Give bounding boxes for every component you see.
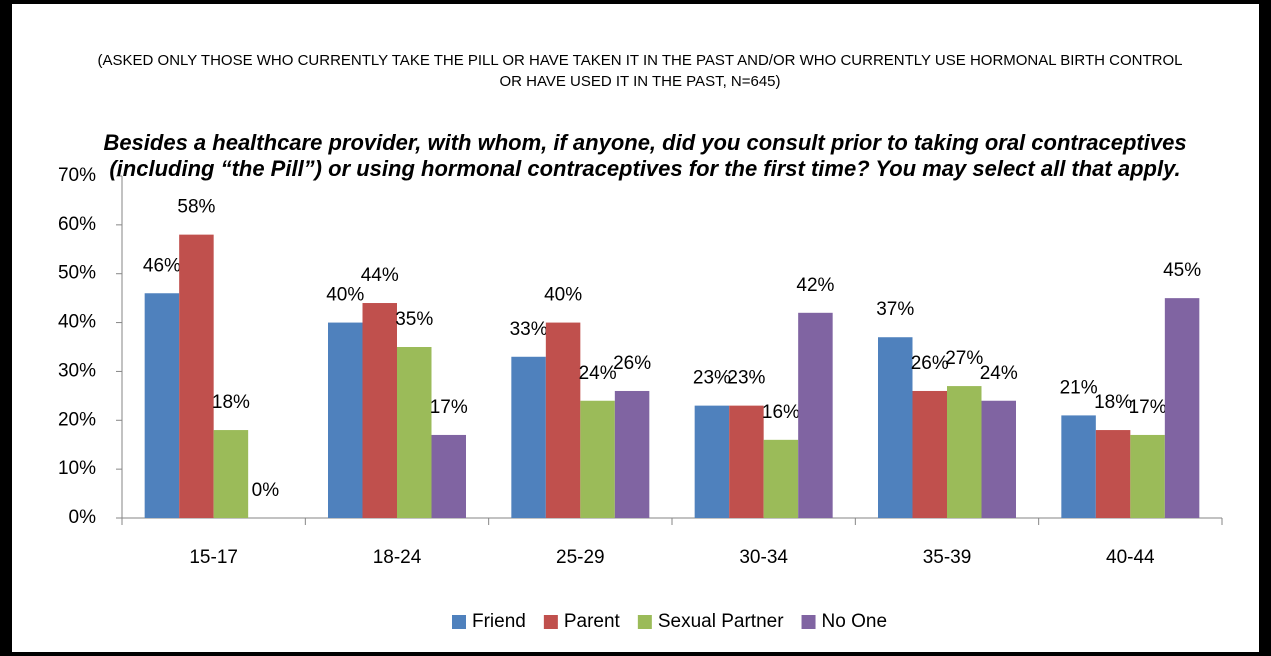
data-label: 16%	[762, 402, 800, 423]
bar	[1061, 415, 1096, 518]
x-tick-label: 35-39	[923, 547, 972, 568]
bar	[580, 400, 615, 518]
y-tick-label: 20%	[58, 409, 96, 430]
x-tick-label: 40-44	[1106, 547, 1155, 568]
data-label: 17%	[430, 397, 468, 418]
chart-subtitle: (ASKED ONLY THOSE WHO CURRENTLY TAKE THE…	[97, 52, 1183, 90]
bar	[1164, 298, 1200, 518]
data-label: 45%	[1163, 260, 1201, 281]
x-tick-label: 18-24	[373, 547, 422, 568]
data-label: 24%	[579, 363, 617, 384]
bar	[213, 430, 249, 518]
y-tick-label: 0%	[69, 507, 97, 528]
bar	[545, 322, 581, 518]
data-label: 23%	[693, 368, 731, 389]
legend-label: Sexual Partner	[658, 611, 784, 632]
bar	[1095, 430, 1131, 518]
legend-swatch	[637, 615, 652, 629]
data-label: 42%	[796, 275, 834, 296]
bar	[144, 293, 180, 518]
legend-label: Friend	[472, 611, 526, 632]
data-label: 40%	[326, 285, 364, 306]
legend-label: No One	[822, 611, 887, 632]
bar	[798, 312, 833, 518]
legend-label: Parent	[564, 611, 621, 632]
bar	[614, 390, 650, 518]
data-label: 17%	[1129, 397, 1167, 418]
data-label: 0%	[252, 480, 280, 501]
data-label: 33%	[510, 319, 548, 340]
bar	[511, 356, 546, 518]
bar	[431, 434, 466, 518]
data-label: 21%	[1060, 377, 1098, 398]
data-label: 18%	[212, 392, 250, 413]
data-label: 18%	[1094, 392, 1132, 413]
data-label: 27%	[945, 348, 983, 369]
y-tick-label: 50%	[58, 263, 96, 284]
data-label: 58%	[177, 197, 215, 218]
chart-title: Besides a healthcare provider, with whom…	[103, 130, 1187, 181]
data-label: 44%	[361, 265, 399, 286]
data-label: 26%	[613, 353, 651, 374]
data-label: 24%	[980, 363, 1018, 384]
data-label: 37%	[876, 299, 914, 320]
legend-swatch	[543, 615, 558, 629]
y-tick-label: 70%	[58, 165, 96, 186]
y-tick-label: 40%	[58, 312, 96, 333]
bar	[1130, 434, 1165, 518]
bar	[328, 322, 363, 518]
bar	[729, 405, 764, 518]
x-tick-label: 30-34	[739, 547, 788, 568]
bar	[878, 337, 913, 518]
x-tick-label: 15-17	[189, 547, 238, 568]
bar	[397, 347, 432, 518]
data-label: 46%	[143, 255, 181, 276]
bar	[694, 405, 730, 518]
x-tick-label: 25-29	[556, 547, 605, 568]
bar	[912, 390, 947, 518]
bar	[763, 439, 799, 518]
data-label: 40%	[544, 285, 582, 306]
data-label: 23%	[727, 368, 765, 389]
y-tick-label: 60%	[58, 214, 96, 235]
bar	[179, 234, 214, 518]
legend-swatch	[801, 615, 816, 629]
data-label: 26%	[911, 353, 949, 374]
legend-swatch	[452, 615, 466, 629]
y-tick-label: 10%	[58, 458, 96, 479]
data-label: 35%	[395, 309, 433, 330]
bar	[362, 303, 397, 518]
bar	[981, 400, 1016, 518]
bar	[947, 386, 982, 518]
y-tick-label: 30%	[58, 360, 96, 381]
